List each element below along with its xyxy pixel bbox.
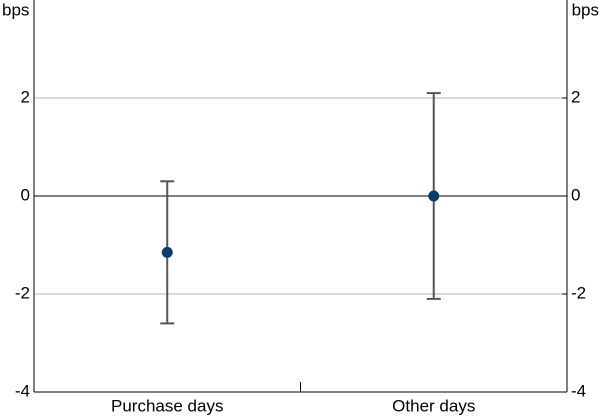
y-tick-label: -2	[15, 283, 30, 302]
point	[428, 190, 440, 202]
y-tick-label: -4	[15, 381, 30, 400]
y2-axis-label: bps	[572, 0, 599, 19]
y2-tick-label: 0	[571, 185, 580, 204]
point	[161, 246, 173, 258]
x-tick-label: Other days	[392, 396, 475, 415]
y2-tick-label: -2	[571, 283, 586, 302]
x-tick-label: Purchase days	[111, 396, 223, 415]
y-tick-label: 2	[21, 87, 30, 106]
y2-tick-label: 2	[571, 87, 580, 106]
y2-tick-label: -4	[571, 381, 586, 400]
y-axis-label: bps	[2, 0, 29, 19]
y-tick-label: 0	[21, 185, 30, 204]
